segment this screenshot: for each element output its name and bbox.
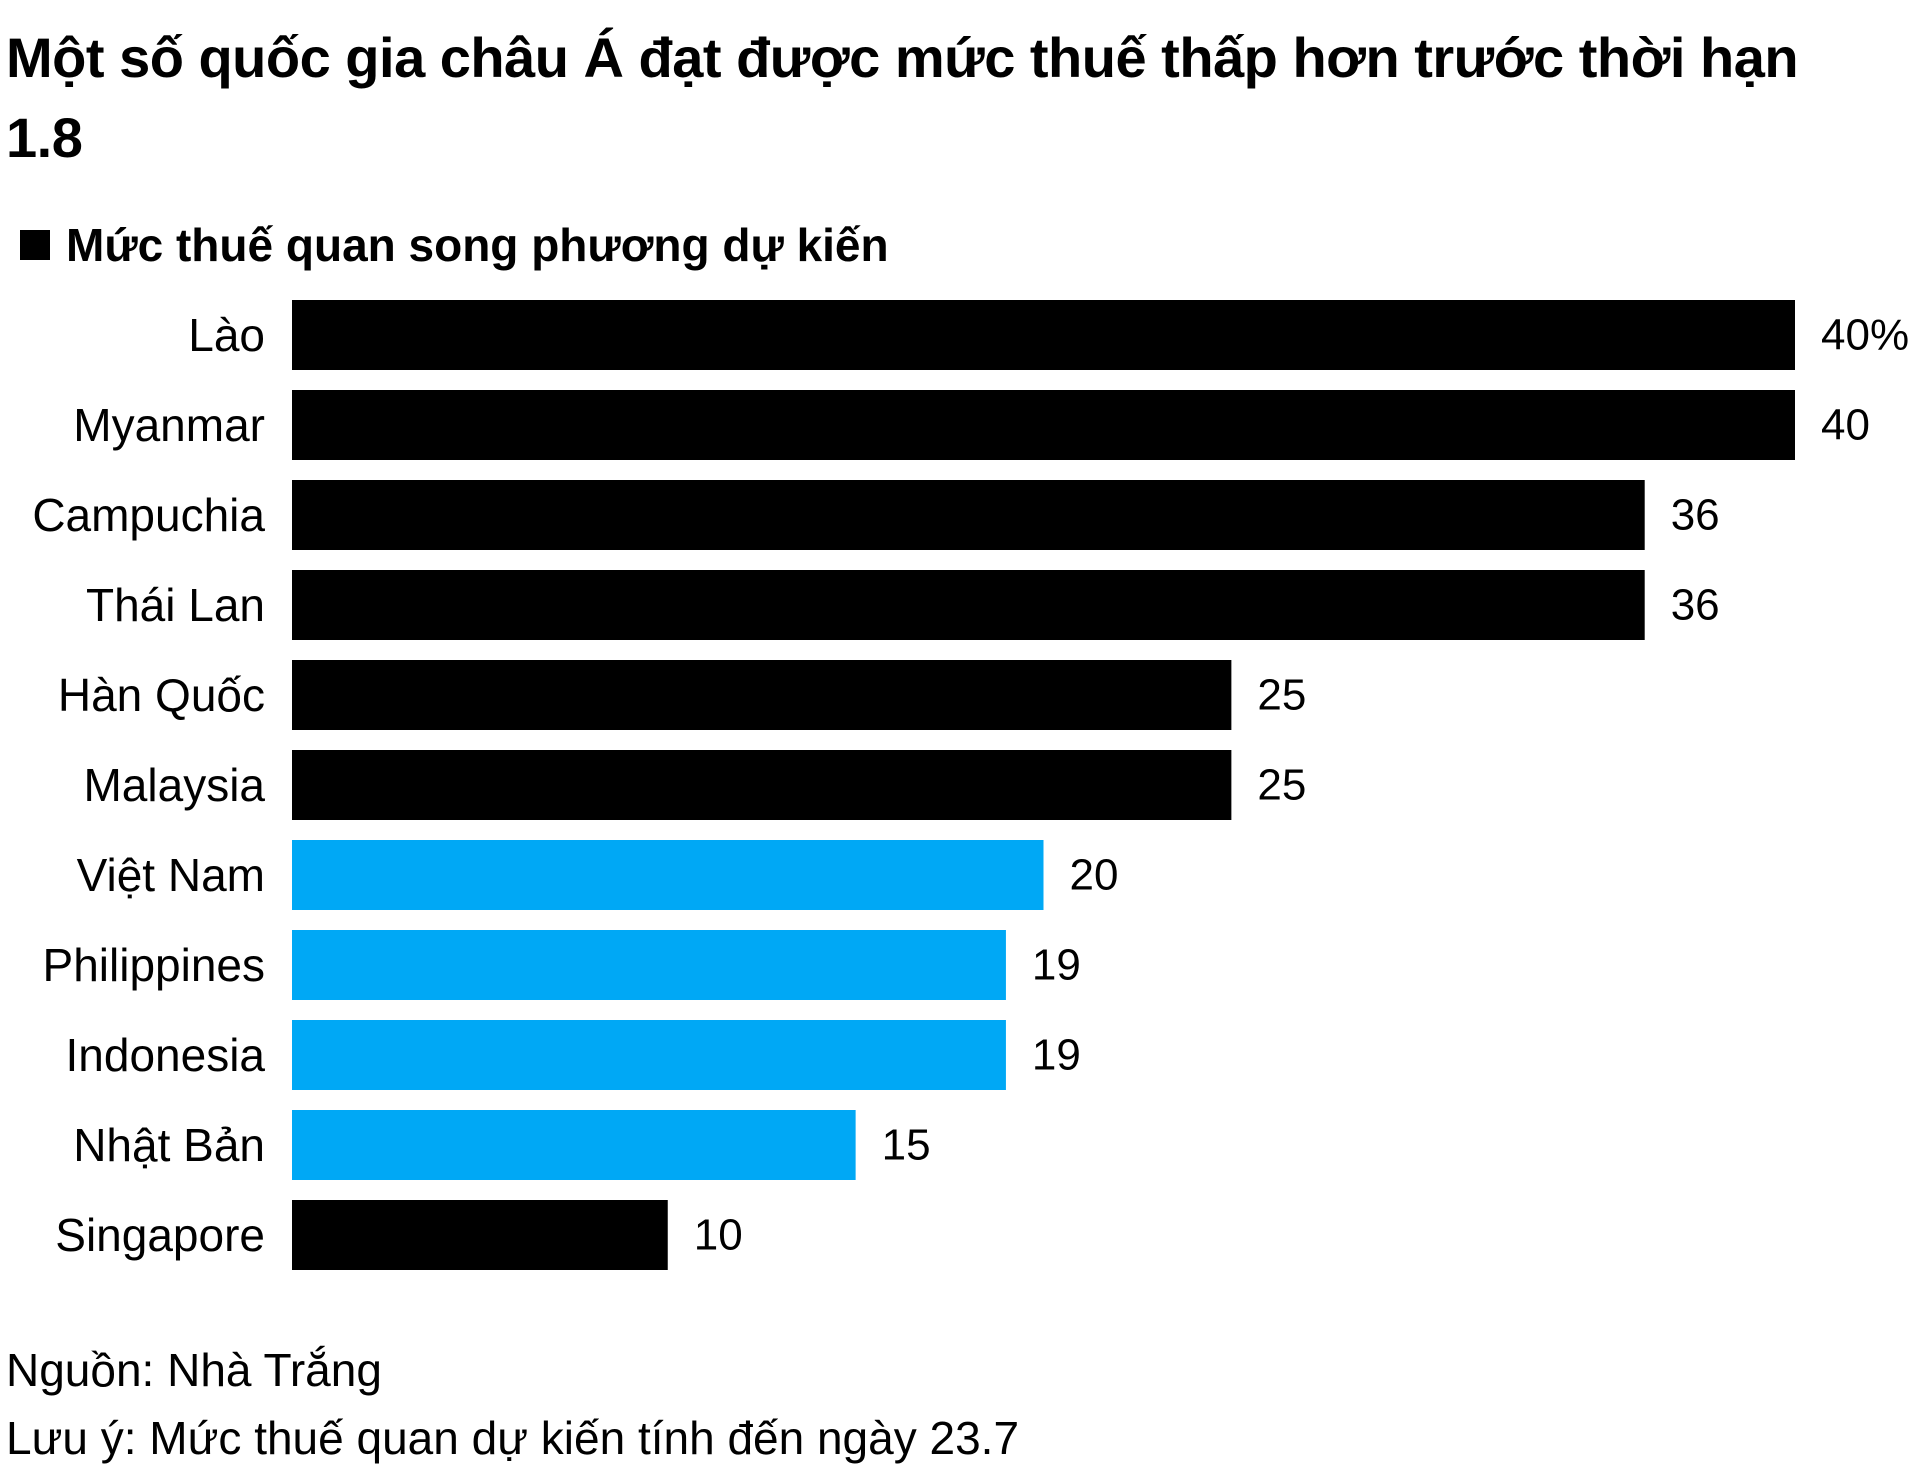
footnote: Lưu ý: Mức thuế quan dự kiến tính đến ng… [6,1412,1020,1464]
value-label: 25 [1257,761,1306,810]
bar [292,750,1232,820]
category-label: Lào [188,309,265,361]
source-note: Nguồn: Nhà Trắng [6,1344,382,1396]
value-label: 19 [1032,1031,1081,1080]
value-label: 25 [1257,671,1306,720]
bar [292,570,1645,640]
category-label: Thái Lan [86,579,265,631]
bar [292,300,1795,370]
legend: Mức thuế quan song phương dự kiến [20,215,889,275]
bar [292,1110,856,1180]
bar [292,1200,668,1270]
category-label: Campuchia [32,489,265,541]
bar [292,390,1795,460]
value-label: 36 [1671,491,1720,540]
legend-swatch [20,230,50,260]
bar [292,660,1232,730]
value-label: 20 [1070,851,1119,900]
value-label: 40 [1821,401,1870,450]
chart-title: Một số quốc gia châu Á đạt được mức thuế… [6,26,1799,169]
category-label: Việt Nam [77,849,265,901]
value-label: 19 [1032,941,1081,990]
value-label: 10 [694,1211,743,1260]
bar-chart: Lào 40% Myanmar 40 Campuchia 36 Thái Lan 36 Hàn … [32,300,1909,1270]
value-label: 15 [882,1121,931,1170]
legend-label: Mức thuế quan song phương dự kiến [66,219,889,271]
category-label: Malaysia [83,759,265,811]
category-label: Nhật Bản [73,1119,265,1171]
value-label: 40% [1821,311,1909,360]
bar [292,930,1006,1000]
bar [292,840,1044,910]
category-label: Hàn Quốc [58,669,265,721]
category-label: Singapore [55,1209,265,1261]
category-label: Myanmar [73,399,265,451]
category-label: Indonesia [66,1029,266,1081]
bar [292,480,1645,550]
bar [292,1020,1006,1090]
category-label: Philippines [43,939,265,991]
value-label: 36 [1671,581,1720,630]
